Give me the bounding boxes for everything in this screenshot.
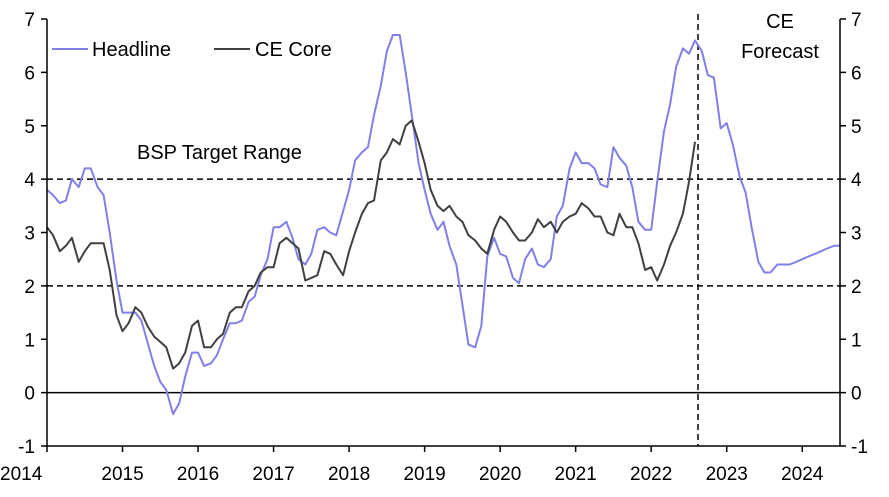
target-range-label: BSP Target Range <box>137 142 302 164</box>
y-axis-left-ticks: -1 0 1 2 3 4 5 6 7 <box>18 10 47 458</box>
y-tick-label-right: 5 <box>851 117 862 138</box>
x-axis-ticks: 2014 2015 2016 2017 2018 2019 2020 2021 2022 2023… <box>0 446 824 485</box>
reference-lines <box>47 14 840 446</box>
y-tick-label-right: -1 <box>851 437 868 458</box>
legend-label-ce-core: CE Core <box>255 39 332 61</box>
x-tick-label: 2014 <box>0 464 43 485</box>
x-tick-label: 2020 <box>479 464 521 485</box>
y-tick-label-right: 6 <box>851 63 862 84</box>
y-tick-label-right: 0 <box>851 384 862 405</box>
y-tick-label-left: 4 <box>24 170 35 191</box>
series-line-ce-core <box>46 119 696 370</box>
y-tick-label-right: 3 <box>851 224 862 245</box>
forecast-label-line1: CE <box>766 11 794 33</box>
x-tick-label: 2021 <box>555 464 597 485</box>
y-tick-label-left: 5 <box>24 117 35 138</box>
y-tick-label-left: 7 <box>24 10 35 31</box>
y-tick-label-right: 4 <box>851 170 862 191</box>
y-tick-label-left: 2 <box>24 277 35 298</box>
y-tick-label-left: 3 <box>24 224 35 245</box>
x-tick-label: 2015 <box>101 464 143 485</box>
y-tick-label-right: 2 <box>851 277 862 298</box>
series-lines <box>46 34 840 415</box>
forecast-label-line2: Forecast <box>741 41 819 63</box>
y-tick-label-left: 0 <box>24 384 35 405</box>
x-tick-label: 2022 <box>630 464 672 485</box>
y-tick-label-left: -1 <box>18 437 35 458</box>
x-tick-label: 2023 <box>706 464 748 485</box>
series-line-headline <box>46 34 840 415</box>
x-tick-label: 2024 <box>781 464 824 485</box>
x-tick-label: 2016 <box>177 464 219 485</box>
x-tick-label: 2018 <box>328 464 370 485</box>
y-tick-label-left: 1 <box>24 330 35 351</box>
x-tick-label: 2019 <box>403 464 445 485</box>
x-tick-label: 2017 <box>252 464 294 485</box>
legend: Headline CE Core <box>52 39 332 61</box>
y-axis-right-ticks: -1 0 1 2 3 4 5 6 7 <box>840 10 868 458</box>
legend-label-headline: Headline <box>92 39 171 61</box>
axes <box>46 19 841 447</box>
y-tick-label-left: 6 <box>24 63 35 84</box>
y-tick-label-right: 1 <box>851 330 862 351</box>
y-tick-label-right: 7 <box>851 10 862 31</box>
